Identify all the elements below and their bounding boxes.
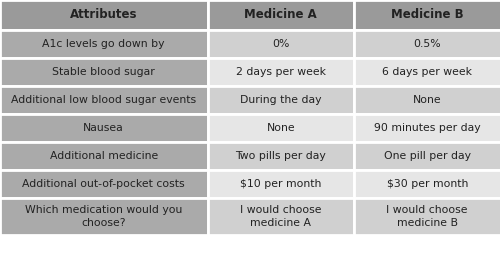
Bar: [0, 170, 208, 198]
Bar: [354, 86, 500, 114]
Bar: [354, 30, 500, 58]
Text: 0.5%: 0.5%: [414, 39, 441, 49]
Bar: [208, 170, 354, 198]
Bar: [0, 58, 208, 86]
Text: $30 per month: $30 per month: [386, 179, 468, 189]
Bar: [0, 0, 208, 30]
Text: None: None: [413, 95, 442, 105]
Bar: [208, 142, 354, 170]
Text: Medicine A: Medicine A: [244, 8, 317, 22]
Bar: [208, 0, 354, 30]
Bar: [208, 58, 354, 86]
Text: During the day: During the day: [240, 95, 322, 105]
Bar: [208, 86, 354, 114]
Text: 90 minutes per day: 90 minutes per day: [374, 123, 480, 133]
Bar: [208, 114, 354, 142]
Text: 6 days per week: 6 days per week: [382, 67, 472, 77]
Text: Additional low blood sugar events: Additional low blood sugar events: [11, 95, 196, 105]
Text: 0%: 0%: [272, 39, 289, 49]
Text: Medicine B: Medicine B: [391, 8, 464, 22]
Bar: [0, 114, 208, 142]
Text: Two pills per day: Two pills per day: [236, 151, 326, 161]
Bar: [0, 86, 208, 114]
Bar: [354, 114, 500, 142]
Bar: [0, 142, 208, 170]
Text: I would choose
medicine A: I would choose medicine A: [240, 205, 322, 228]
Bar: [354, 170, 500, 198]
Text: I would choose
medicine B: I would choose medicine B: [386, 205, 468, 228]
Text: Additional out-of-pocket costs: Additional out-of-pocket costs: [22, 179, 185, 189]
Bar: [354, 142, 500, 170]
Text: A1c levels go down by: A1c levels go down by: [42, 39, 165, 49]
Text: Which medication would you
choose?: Which medication would you choose?: [25, 205, 182, 228]
Bar: [0, 30, 208, 58]
Bar: [354, 198, 500, 235]
Bar: [208, 198, 354, 235]
Text: 2 days per week: 2 days per week: [236, 67, 326, 77]
Bar: [354, 58, 500, 86]
Text: Nausea: Nausea: [84, 123, 124, 133]
Text: Additional medicine: Additional medicine: [50, 151, 158, 161]
Bar: [208, 30, 354, 58]
Text: $10 per month: $10 per month: [240, 179, 322, 189]
Text: Stable blood sugar: Stable blood sugar: [52, 67, 155, 77]
Text: One pill per day: One pill per day: [384, 151, 470, 161]
Bar: [354, 0, 500, 30]
Bar: [0, 198, 208, 235]
Text: Attributes: Attributes: [70, 8, 138, 22]
Text: None: None: [266, 123, 295, 133]
